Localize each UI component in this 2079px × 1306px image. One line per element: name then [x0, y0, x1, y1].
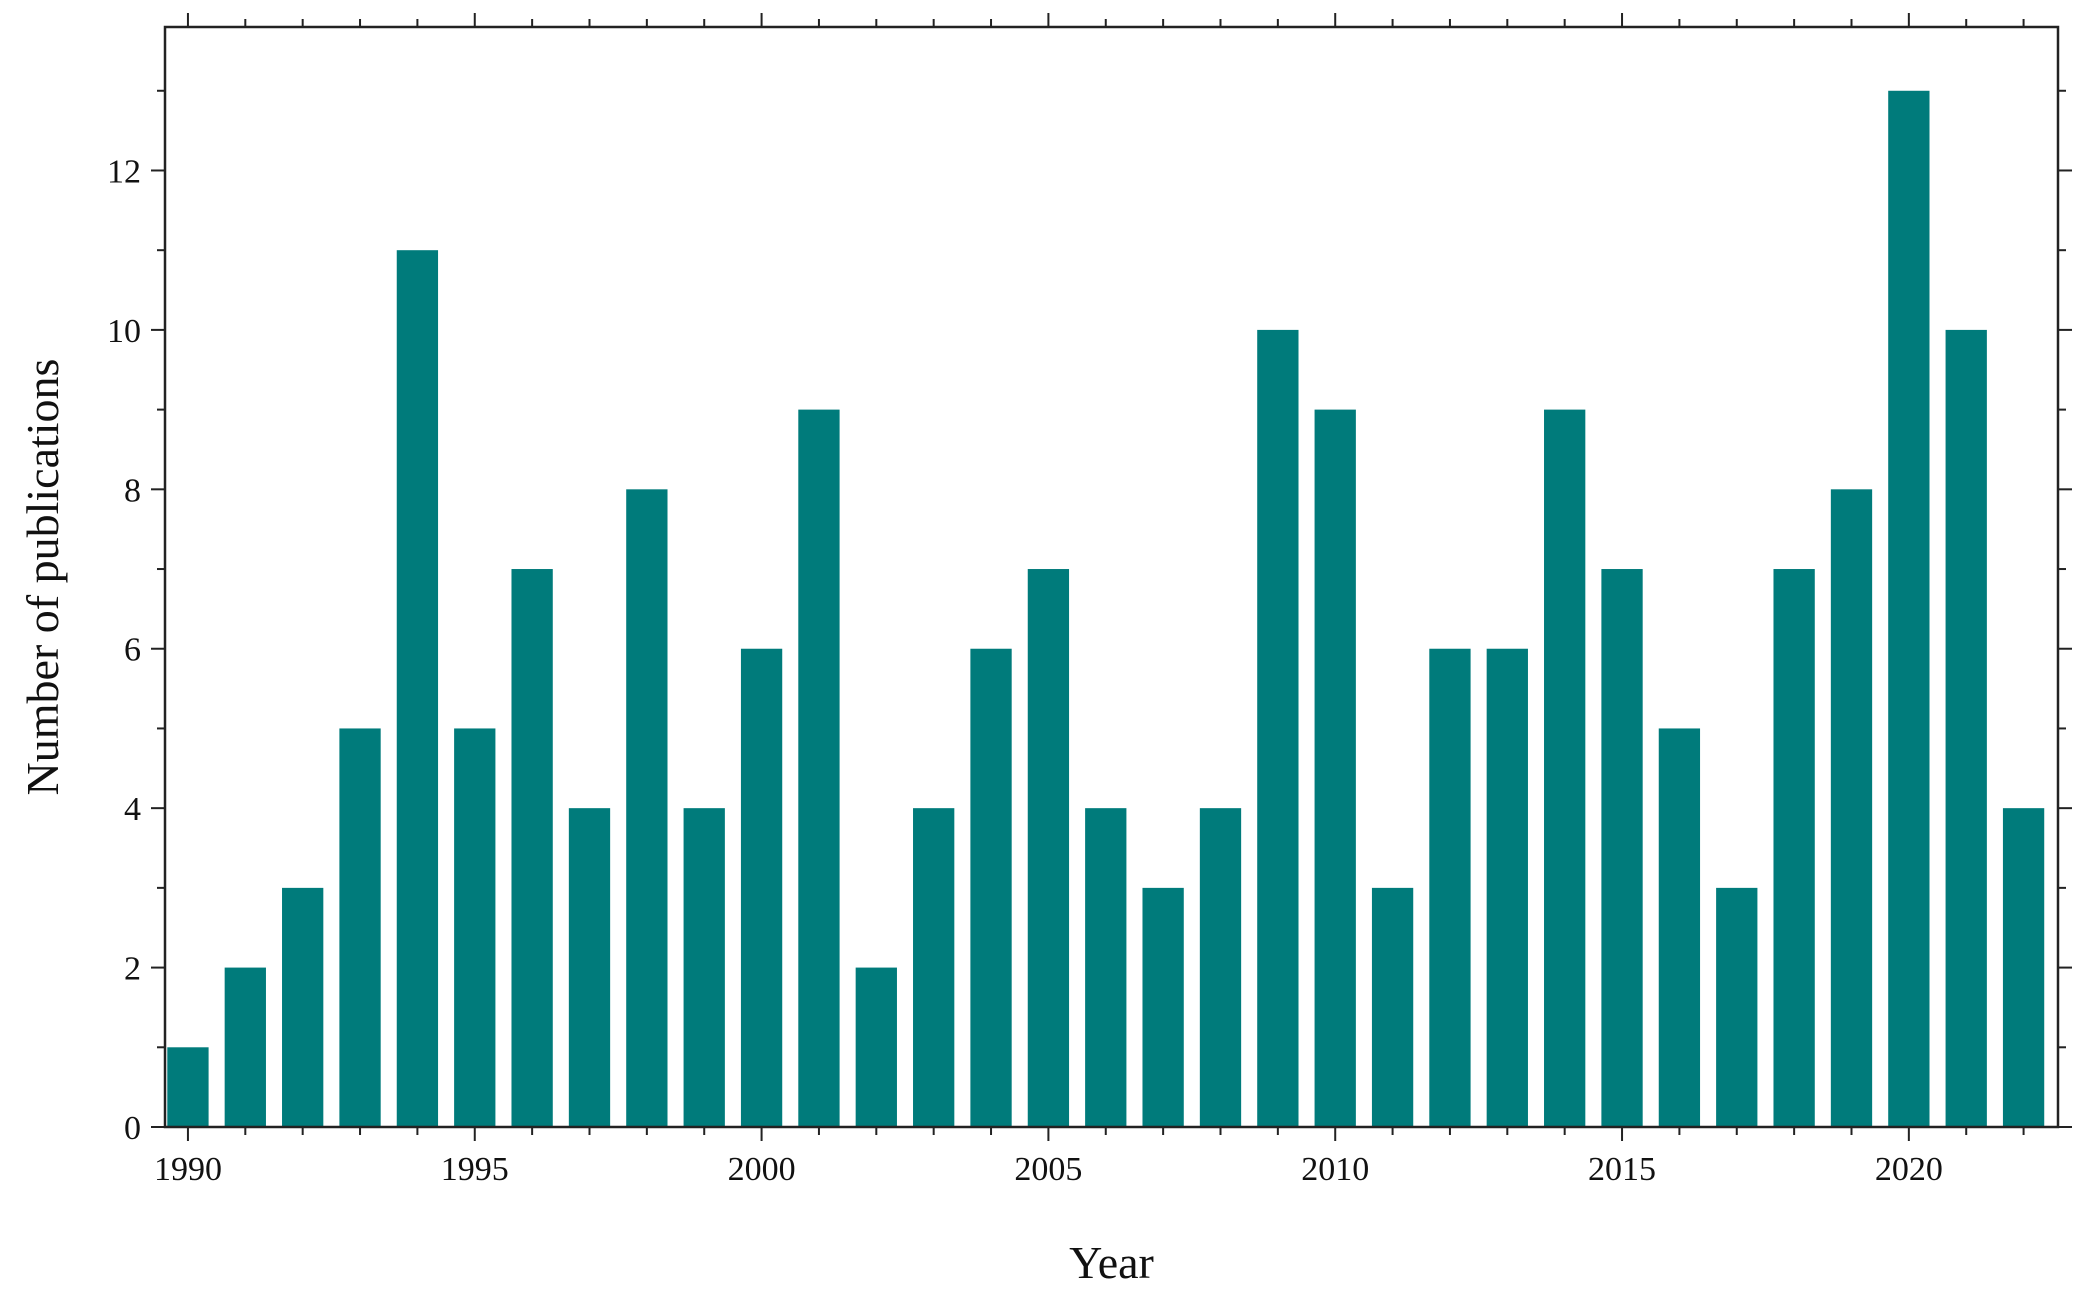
bar-2009 — [1257, 329, 1299, 1127]
bar-2016 — [1658, 728, 1701, 1127]
x-tick-label: 2000 — [728, 1151, 796, 1188]
bar-2014 — [1544, 409, 1586, 1127]
bar-2022 — [2002, 808, 2045, 1127]
axes-group — [163, 25, 2060, 1129]
bar-2005 — [1027, 569, 1070, 1127]
bar-1992 — [282, 887, 324, 1127]
bar-2003 — [913, 808, 955, 1127]
y-axis-title: Number of publications — [17, 359, 68, 796]
bar-2019 — [1830, 489, 1873, 1127]
bar-2008 — [1199, 808, 1242, 1127]
y-tick-label: 10 — [107, 313, 141, 350]
x-tick-label: 1990 — [154, 1151, 222, 1188]
bar-1999 — [683, 808, 725, 1127]
bar-2000 — [740, 648, 783, 1127]
y-tick-label: 2 — [124, 951, 141, 988]
bar-1998 — [626, 489, 668, 1127]
y-tick-label: 4 — [124, 791, 141, 828]
bar-2018 — [1773, 569, 1815, 1127]
bar-2012 — [1429, 648, 1471, 1127]
bar-2001 — [798, 409, 840, 1127]
bar-1994 — [396, 250, 439, 1127]
bar-1990 — [167, 1047, 209, 1127]
x-tick-label: 2005 — [1014, 1151, 1082, 1188]
bars-group — [167, 90, 2045, 1128]
bar-1996 — [511, 569, 553, 1127]
bar-2017 — [1716, 887, 1758, 1127]
bar-2020 — [1888, 90, 1930, 1128]
bar-1997 — [568, 808, 611, 1127]
bar-1995 — [454, 728, 496, 1127]
x-tick-label: 2010 — [1301, 1151, 1369, 1188]
x-tick-label: 2015 — [1588, 1151, 1656, 1188]
bar-2006 — [1085, 808, 1127, 1127]
bar-1991 — [224, 967, 266, 1127]
bar-2013 — [1486, 648, 1528, 1127]
bar-1993 — [339, 728, 381, 1127]
bar-2004 — [970, 648, 1012, 1127]
bar-2015 — [1601, 569, 1643, 1127]
x-axis-title: Year — [1069, 1237, 1154, 1288]
bar-2021 — [1945, 329, 1987, 1127]
y-tick-label: 0 — [124, 1110, 141, 1147]
bar-2011 — [1371, 887, 1414, 1127]
y-tick-label: 12 — [107, 153, 141, 190]
x-tick-label: 2020 — [1875, 1151, 1943, 1188]
plot-frame — [163, 25, 2060, 1129]
bar-2010 — [1314, 409, 1356, 1127]
bar-2007 — [1142, 887, 1184, 1127]
ticks-group: 1990 1995 2000 2005 2010 2015 2020 0 2 4 6 8 10 12 — [107, 13, 2072, 1188]
bar-2002 — [855, 967, 897, 1127]
y-tick-label: 8 — [124, 472, 141, 509]
y-tick-label: 6 — [124, 632, 141, 669]
x-tick-label: 1995 — [441, 1151, 509, 1188]
